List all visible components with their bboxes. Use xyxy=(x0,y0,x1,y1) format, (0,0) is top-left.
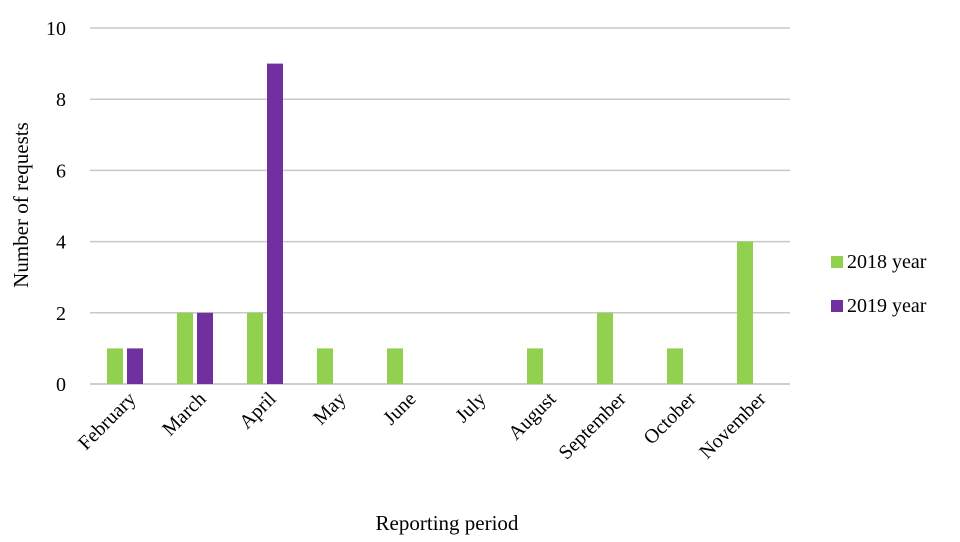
bar xyxy=(197,312,213,384)
x-tick-label: June xyxy=(379,388,421,430)
legend-label: 2018 year xyxy=(847,251,927,273)
x-tick-label: October xyxy=(639,388,700,449)
x-tick-label: August xyxy=(504,388,561,445)
y-tick-label: 10 xyxy=(46,18,66,40)
bar xyxy=(247,312,263,384)
legend-label: 2019 year xyxy=(847,295,927,317)
bar xyxy=(527,348,543,384)
x-tick-label: September xyxy=(554,388,630,464)
x-tick-label: July xyxy=(451,388,490,427)
bar xyxy=(127,348,143,384)
bar xyxy=(107,348,123,384)
bar xyxy=(267,63,283,384)
y-axis-ticks: 0 2 4 6 8 10 xyxy=(46,18,66,396)
x-tick-label: February xyxy=(74,388,141,455)
bar xyxy=(597,312,613,384)
x-axis-ticks: February March April May June July AugustSepte… xyxy=(74,388,771,464)
bar xyxy=(317,348,333,384)
legend: 2018 year 2019 year xyxy=(831,251,927,317)
x-tick-label: November xyxy=(695,388,770,463)
x-axis-title: Reporting period xyxy=(376,511,519,535)
x-tick-label: April xyxy=(235,388,281,434)
bar xyxy=(177,312,193,384)
bar xyxy=(667,348,683,384)
bar xyxy=(387,348,403,384)
bar xyxy=(737,241,753,384)
gridlines xyxy=(90,27,790,385)
bars xyxy=(107,63,753,384)
y-axis-title: Number of requests xyxy=(9,122,33,288)
y-tick-label: 6 xyxy=(56,160,66,182)
y-tick-label: 0 xyxy=(56,374,66,396)
legend-swatch xyxy=(831,256,843,268)
y-tick-label: 8 xyxy=(56,89,66,111)
y-tick-label: 2 xyxy=(56,303,66,325)
x-tick-label: May xyxy=(309,388,350,429)
x-tick-label: March xyxy=(158,388,210,440)
y-tick-label: 4 xyxy=(56,232,66,254)
legend-swatch xyxy=(831,300,843,312)
